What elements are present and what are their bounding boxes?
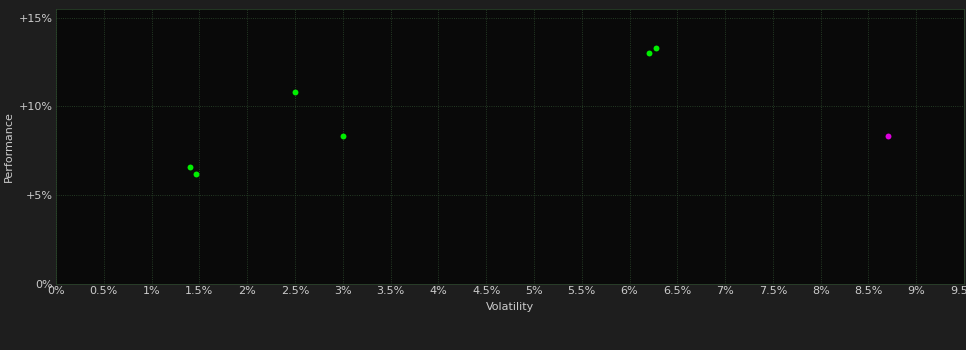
Point bbox=[187, 171, 203, 176]
X-axis label: Volatility: Volatility bbox=[486, 302, 534, 312]
Point bbox=[880, 134, 895, 139]
Y-axis label: Performance: Performance bbox=[4, 111, 14, 182]
Point bbox=[335, 134, 351, 139]
Point bbox=[287, 89, 302, 95]
Point bbox=[183, 164, 198, 169]
Point bbox=[648, 45, 664, 50]
Point bbox=[640, 50, 656, 56]
